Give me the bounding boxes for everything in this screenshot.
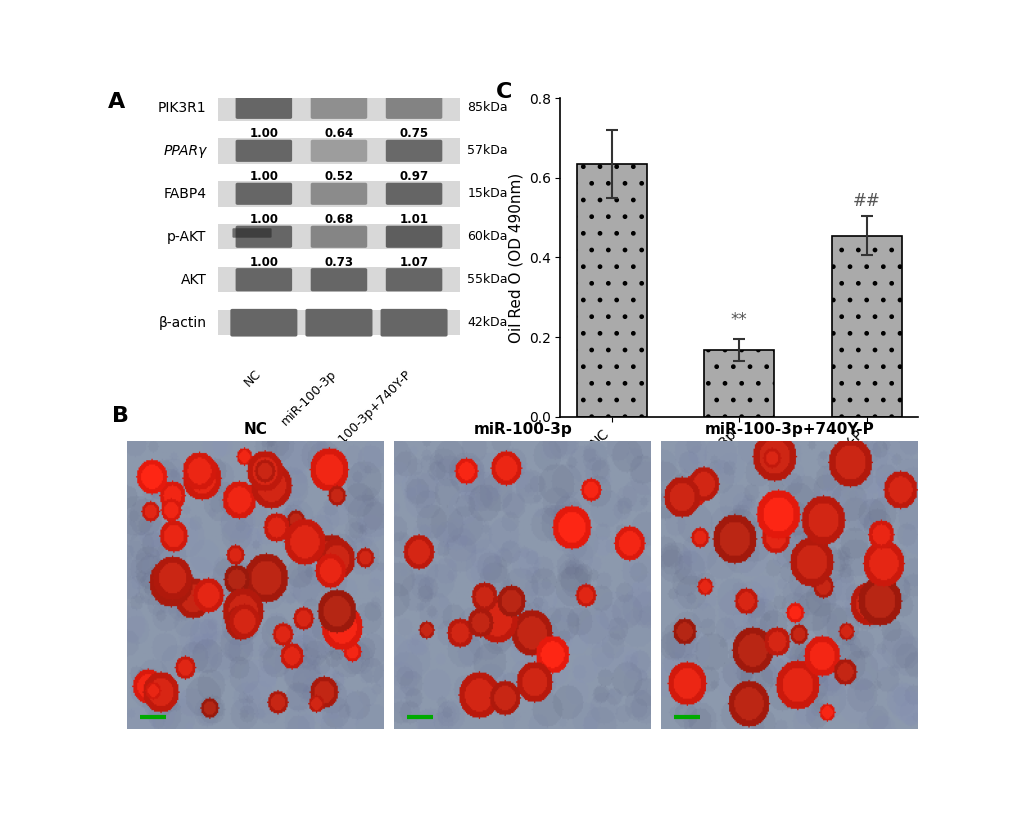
FancyBboxPatch shape (311, 140, 367, 162)
Text: 1.00: 1.00 (249, 170, 278, 183)
Text: ##: ## (852, 192, 879, 210)
FancyBboxPatch shape (311, 97, 367, 119)
Text: 1.07: 1.07 (399, 256, 428, 269)
Title: miR-100-3p+740Y-P: miR-100-3p+740Y-P (704, 422, 873, 437)
Bar (218, 224, 459, 250)
Text: 60kDa: 60kDa (467, 230, 507, 243)
FancyBboxPatch shape (385, 140, 442, 162)
Text: miR-100-3p: miR-100-3p (278, 367, 338, 428)
Text: 57kDa: 57kDa (467, 144, 507, 157)
Text: 1.00: 1.00 (249, 256, 278, 269)
Bar (218, 95, 459, 120)
Text: 15kDa: 15kDa (467, 188, 507, 201)
Bar (218, 181, 459, 206)
FancyBboxPatch shape (235, 268, 291, 292)
FancyBboxPatch shape (232, 229, 271, 238)
Bar (576, 164, 646, 417)
FancyBboxPatch shape (311, 226, 367, 248)
Text: 55kDa: 55kDa (467, 274, 507, 286)
FancyBboxPatch shape (230, 309, 298, 337)
Text: AKT: AKT (180, 273, 206, 287)
Text: 1.00: 1.00 (249, 127, 278, 140)
Title: NC: NC (244, 422, 268, 437)
FancyBboxPatch shape (385, 226, 442, 248)
FancyBboxPatch shape (235, 226, 291, 248)
FancyBboxPatch shape (385, 183, 442, 205)
Text: PPARγ: PPARγ (163, 144, 206, 158)
Text: B: B (112, 406, 129, 427)
FancyBboxPatch shape (311, 183, 367, 205)
Bar (830, 236, 901, 417)
Text: 85kDa: 85kDa (467, 102, 507, 115)
Text: 0.64: 0.64 (324, 127, 354, 140)
FancyBboxPatch shape (385, 268, 442, 292)
FancyBboxPatch shape (380, 309, 447, 337)
Text: 0.52: 0.52 (324, 170, 354, 183)
Text: 42kDa: 42kDa (467, 316, 507, 329)
Y-axis label: Oil Red O (OD 490nm): Oil Red O (OD 490nm) (507, 172, 523, 342)
Text: PIK3R1: PIK3R1 (158, 101, 206, 115)
Text: C: C (495, 83, 512, 102)
Text: 0.97: 0.97 (399, 170, 428, 183)
Text: NC: NC (242, 367, 264, 389)
FancyBboxPatch shape (235, 140, 291, 162)
Text: A: A (108, 92, 125, 112)
Text: miR-100-3p+740Y-P: miR-100-3p+740Y-P (316, 367, 414, 465)
Text: p-AKT: p-AKT (167, 230, 206, 244)
Text: 1.00: 1.00 (249, 213, 278, 226)
Bar (218, 138, 459, 164)
Text: 0.68: 0.68 (324, 213, 354, 226)
Text: FABP4: FABP4 (163, 187, 206, 201)
FancyBboxPatch shape (385, 97, 442, 119)
FancyBboxPatch shape (305, 309, 372, 337)
FancyBboxPatch shape (235, 183, 291, 205)
Title: miR-100-3p: miR-100-3p (473, 422, 572, 437)
Bar (218, 267, 459, 292)
Bar (218, 310, 459, 336)
FancyBboxPatch shape (235, 97, 291, 119)
Text: **: ** (730, 311, 747, 329)
Bar (703, 350, 773, 417)
FancyBboxPatch shape (311, 268, 367, 292)
Text: 1.01: 1.01 (399, 213, 428, 226)
Text: β-actin: β-actin (158, 315, 206, 330)
Text: 0.73: 0.73 (324, 256, 354, 269)
Text: 0.75: 0.75 (399, 127, 428, 140)
